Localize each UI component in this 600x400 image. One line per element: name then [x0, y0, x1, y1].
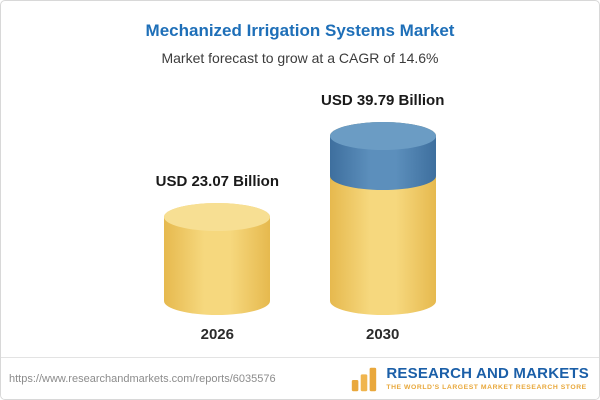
value-label-2030: USD 39.79 Billion: [321, 92, 445, 109]
brand-name: RESEARCH AND MARKETS: [386, 364, 589, 382]
cylinder-2030: [329, 122, 436, 315]
value-label-2026: USD 23.07 Billion: [155, 173, 279, 190]
brand-tagline: THE WORLD'S LARGEST MARKET RESEARCH STOR…: [386, 384, 587, 392]
axis-label-2026: 2026: [200, 326, 234, 343]
report-url: https://www.researchandmarkets.com/repor…: [9, 372, 276, 385]
chart-title: Mechanized Irrigation Systems Market: [145, 21, 455, 40]
brand-logo-icon: [352, 367, 377, 391]
footer: https://www.researchandmarkets.com/repor…: [1, 357, 599, 399]
cylinder-top-face-icon: [329, 122, 436, 150]
cylinder-bar-chart: USD 23.07 Billion 2026 USD 39.79 Billion…: [1, 92, 599, 343]
axis-label-2030: 2030: [366, 326, 400, 343]
cylinder-2030-blue-segment: [329, 122, 436, 190]
bar-group-2026: USD 23.07 Billion 2026: [156, 173, 279, 343]
cylinder-top-face-icon: [164, 203, 271, 231]
cylinder-2026: [164, 203, 271, 315]
bar-group-2030: USD 39.79 Billion 2030: [321, 92, 444, 343]
chart-subtitle: Market forecast to grow at a CAGR of 14.…: [161, 50, 439, 66]
brand-logo: RESEARCH AND MARKETS THE WORLD'S LARGEST…: [349, 364, 589, 394]
brand-logo-text: RESEARCH AND MARKETS THE WORLD'S LARGEST…: [386, 364, 589, 392]
